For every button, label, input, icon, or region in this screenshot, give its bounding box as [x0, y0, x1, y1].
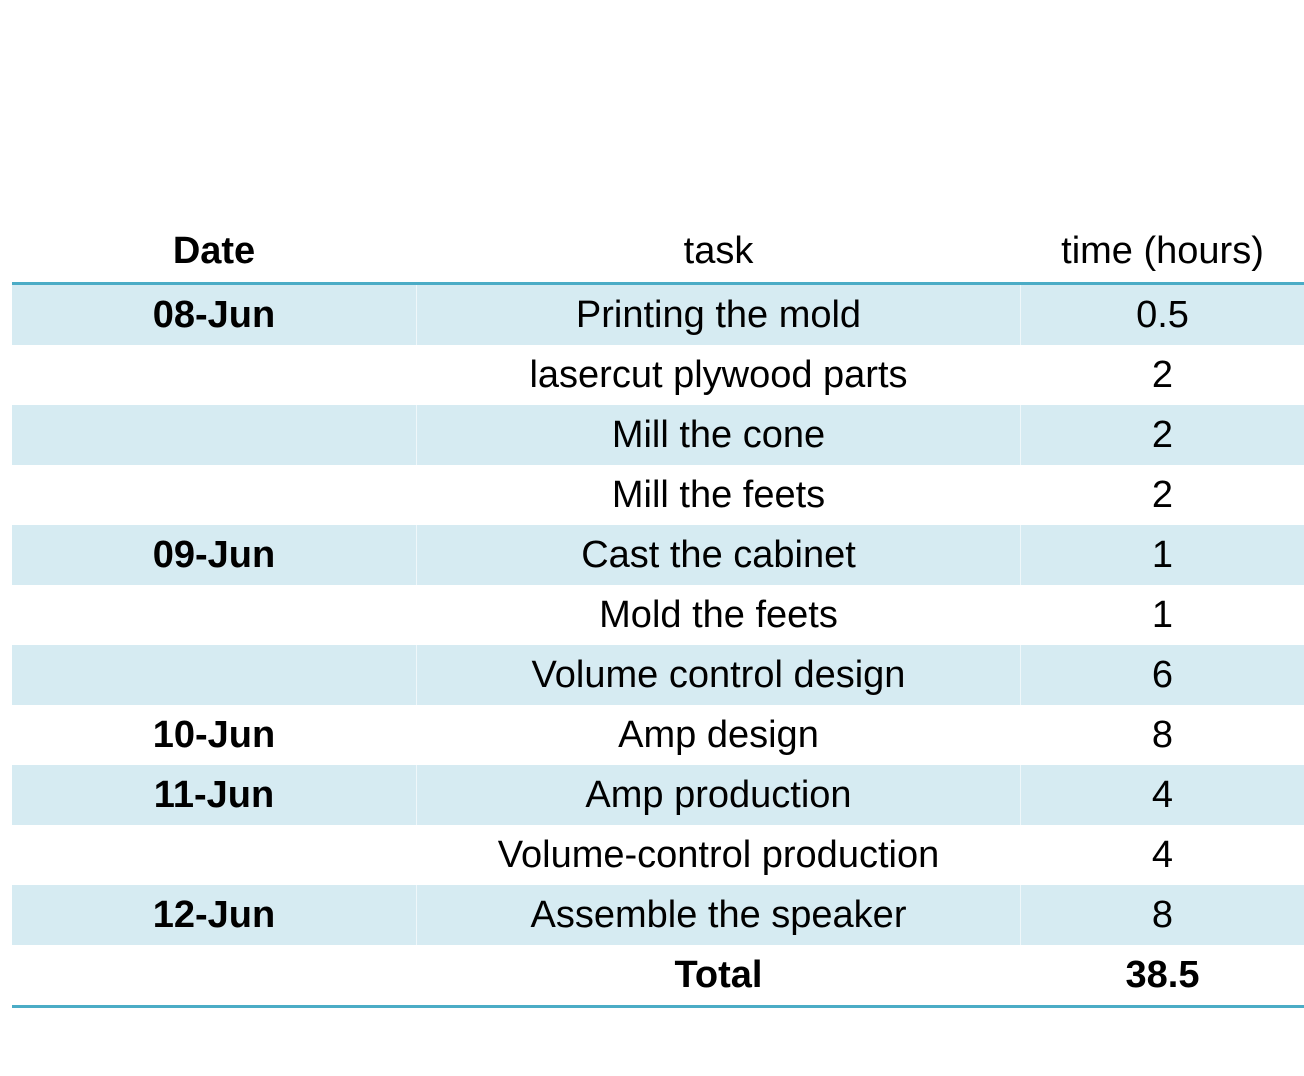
row-time: 2 — [1020, 465, 1304, 525]
row-time: 2 — [1020, 405, 1304, 465]
row-date — [12, 645, 416, 705]
table-row: lasercut plywood parts 2 — [12, 345, 1304, 405]
row-task: Mill the cone — [416, 405, 1020, 465]
table-row: Volume control design 6 — [12, 645, 1304, 705]
row-task: Assemble the speaker — [416, 885, 1020, 945]
row-time: 2 — [1020, 345, 1304, 405]
table-header-row: Date task time (hours) — [12, 220, 1304, 285]
row-time: 1 — [1020, 585, 1304, 645]
row-date — [12, 585, 416, 645]
row-date: 09-Jun — [152, 533, 276, 576]
row-time: 1 — [1020, 525, 1304, 585]
table-row: 09-Jun Cast the cabinet 1 — [12, 525, 1304, 585]
row-date — [12, 345, 416, 405]
row-date: 11-Jun — [153, 773, 275, 816]
table-row: Volume-control production 4 — [12, 825, 1304, 885]
row-date — [12, 825, 416, 885]
row-date: 10-Jun — [152, 713, 276, 756]
row-time: 4 — [1020, 825, 1304, 885]
table-row: Mill the feets 2 — [12, 465, 1304, 525]
total-date-empty — [12, 945, 416, 1005]
table-row: Mold the feets 1 — [12, 585, 1304, 645]
table-row: 11-Jun Amp production 4 — [12, 765, 1304, 825]
row-task: Volume-control production — [416, 825, 1020, 885]
row-task: Amp production — [416, 765, 1020, 825]
header-task: task — [416, 220, 1020, 282]
table-row: 10-Jun Amp design 8 — [12, 705, 1304, 765]
table-total-row: Total 38.5 — [12, 945, 1304, 1008]
row-task: Amp design — [416, 705, 1020, 765]
time-table: Date task time (hours) 08-Jun Printing t… — [12, 220, 1304, 1008]
row-time: 8 — [1020, 705, 1304, 765]
total-label: Total — [416, 945, 1020, 1005]
row-task: Cast the cabinet — [416, 525, 1020, 585]
header-date: Date — [172, 229, 256, 272]
table-row: 12-Jun Assemble the speaker 8 — [12, 885, 1304, 945]
row-task: Volume control design — [416, 645, 1020, 705]
row-date: 12-Jun — [152, 893, 276, 936]
table-row: 08-Jun Printing the mold 0.5 — [12, 285, 1304, 345]
row-task: Mill the feets — [416, 465, 1020, 525]
row-task: Printing the mold — [416, 285, 1020, 345]
total-value: 38.5 — [1020, 945, 1304, 1005]
row-task: Mold the feets — [416, 585, 1020, 645]
row-time: 8 — [1020, 885, 1304, 945]
row-task: lasercut plywood parts — [416, 345, 1020, 405]
row-date: 08-Jun — [152, 293, 276, 336]
header-time: time (hours) — [1020, 220, 1304, 282]
row-date — [12, 405, 416, 465]
row-time: 4 — [1020, 765, 1304, 825]
table-row: Mill the cone 2 — [12, 405, 1304, 465]
row-date — [12, 465, 416, 525]
row-time: 0.5 — [1020, 285, 1304, 345]
row-time: 6 — [1020, 645, 1304, 705]
